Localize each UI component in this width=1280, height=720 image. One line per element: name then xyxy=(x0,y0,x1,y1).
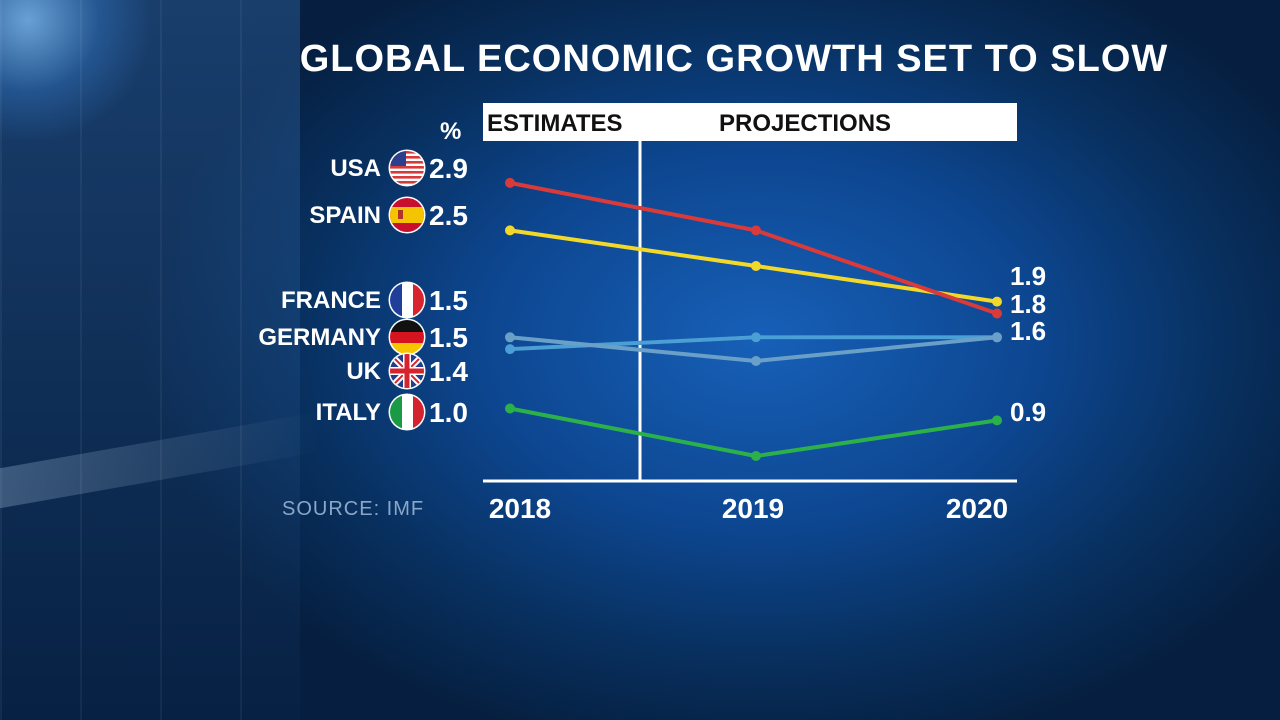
background-glow xyxy=(0,0,160,140)
data-point-spain-2018 xyxy=(505,225,515,236)
flag-germany-icon xyxy=(388,318,426,356)
data-point-italy-2020 xyxy=(992,415,1002,426)
data-point-usa-2018 xyxy=(505,177,515,188)
data-point-uk-2019 xyxy=(751,356,761,366)
flag-uk-icon xyxy=(388,352,426,390)
data-point-spain-2019 xyxy=(751,261,761,271)
end-value-spain: 1.9 xyxy=(1010,261,1046,291)
series-lines xyxy=(505,177,1002,461)
flag-usa-icon xyxy=(388,149,426,187)
start-value-germany: 1.5 xyxy=(429,322,468,353)
start-value-france: 1.5 xyxy=(429,285,468,316)
estimates-label: ESTIMATES xyxy=(487,110,623,137)
start-value-italy: 1.0 xyxy=(429,397,468,428)
end-value-italy: 0.9 xyxy=(1010,397,1046,427)
series-line-italy xyxy=(509,406,998,458)
end-value-germany: 1.6 xyxy=(1010,316,1046,346)
flag-spain-icon xyxy=(388,196,426,234)
data-point-usa-2019 xyxy=(751,225,761,236)
data-point-italy-2019 xyxy=(751,451,761,461)
series-line-usa xyxy=(509,180,998,316)
country-name-uk: UK xyxy=(346,358,381,385)
period-header-bar: ESTIMATES PROJECTIONS xyxy=(483,103,1017,141)
country-name-usa: USA xyxy=(330,155,381,182)
flag-italy-icon xyxy=(388,393,426,431)
end-value-usa: 1.8 xyxy=(1010,289,1046,319)
data-point-france-2018 xyxy=(505,344,515,355)
projections-label: PROJECTIONS xyxy=(719,110,892,137)
unit-label: % xyxy=(440,118,462,145)
data-point-uk-2018 xyxy=(505,332,515,343)
start-value-uk: 1.4 xyxy=(429,356,468,387)
country-name-germany: GERMANY xyxy=(258,324,381,351)
data-point-usa-2020 xyxy=(992,308,1002,319)
x-tick-labels: 2018 2019 2020 xyxy=(489,493,1008,524)
data-point-uk-2020 xyxy=(992,332,1002,343)
data-point-italy-2018 xyxy=(505,403,515,414)
country-name-france: FRANCE xyxy=(281,287,381,314)
data-point-france-2019 xyxy=(751,332,761,343)
flag-france-icon xyxy=(388,281,426,319)
x-tick-label-2020: 2020 xyxy=(946,493,1008,524)
start-value-spain: 2.5 xyxy=(429,200,468,231)
country-name-italy: ITALY xyxy=(316,399,381,426)
start-value-usa: 2.9 xyxy=(429,153,468,184)
chart-title: GLOBAL ECONOMIC GROWTH SET TO SLOW xyxy=(299,38,1169,80)
background-panels xyxy=(0,0,300,720)
country-name-spain: SPAIN xyxy=(309,202,381,229)
x-tick-label-2019: 2019 xyxy=(722,493,784,524)
x-tick-label-2018: 2018 xyxy=(489,493,551,524)
data-point-spain-2020 xyxy=(992,296,1002,307)
source-label: SOURCE: IMF xyxy=(282,498,425,520)
